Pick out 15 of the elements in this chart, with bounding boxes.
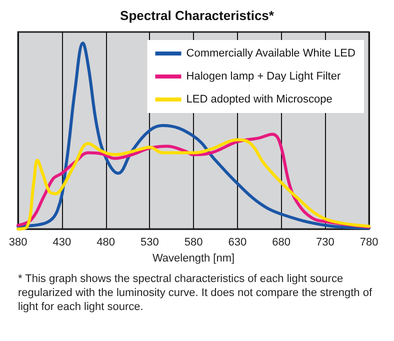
legend-label: LED adopted with Microscope xyxy=(186,94,332,106)
x-axis-title: Wavelength [nm] xyxy=(152,252,235,264)
x-tick-label: 780 xyxy=(360,236,378,248)
x-tick-label: 680 xyxy=(272,236,290,248)
chart-title: Spectral Characteristics* xyxy=(120,8,275,23)
text: * This graph shows the spectral characteristics of each light source regularized with the luminosity curve. It does not compare the strength of light for each light source. xyxy=(18,273,376,313)
x-tick-label: 630 xyxy=(228,236,247,248)
legend-label: Commercially Available White LED xyxy=(186,48,356,60)
x-tick-label: 380 xyxy=(8,236,28,248)
legend-label: Halogen lamp + Day Light Filter xyxy=(186,70,341,82)
x-tick-label: 730 xyxy=(316,236,334,248)
x-tick-label: 530 xyxy=(140,236,159,248)
x-tick-label: 430 xyxy=(52,236,72,248)
x-tick-label: 480 xyxy=(96,236,115,248)
x-tick-label: 580 xyxy=(184,236,203,248)
